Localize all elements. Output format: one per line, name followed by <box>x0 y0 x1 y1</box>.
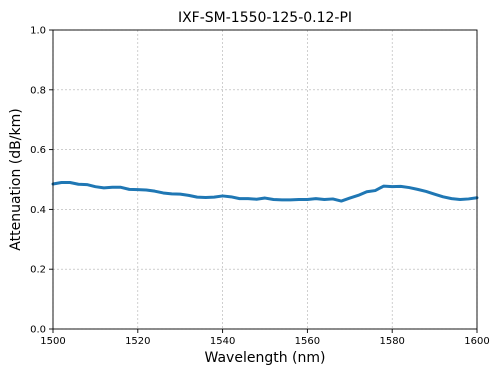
chart-title: IXF-SM-1550-125-0.12-PI <box>178 10 352 26</box>
y-tick-label: 0.6 <box>30 145 46 156</box>
series-layer <box>51 180 479 203</box>
tick-layer: 1500 1520 1540 1560 1580 1600 0.0 0.2 0.4 0.6 0.8 1… <box>30 26 490 348</box>
x-tick-label: 1520 <box>125 336 150 347</box>
attenuation-series-line <box>51 180 479 203</box>
x-tick-label: 1580 <box>379 336 404 347</box>
y-tick-label: 1.0 <box>30 26 46 37</box>
x-axis-label: Wavelength (nm) <box>205 350 326 366</box>
y-tick-label: 0.4 <box>30 205 46 216</box>
y-tick-label: 0.8 <box>30 85 46 96</box>
x-tick-label: 1600 <box>464 336 489 347</box>
y-axis-label: Attenuation (dB/km) <box>8 108 24 250</box>
x-tick-label: 1500 <box>40 336 65 347</box>
y-tick-label: 0.0 <box>30 325 46 336</box>
x-tick-label: 1560 <box>295 336 320 347</box>
y-tick-label: 0.2 <box>30 265 46 276</box>
plot-frame <box>52 29 478 330</box>
x-tick-label: 1540 <box>210 336 235 347</box>
